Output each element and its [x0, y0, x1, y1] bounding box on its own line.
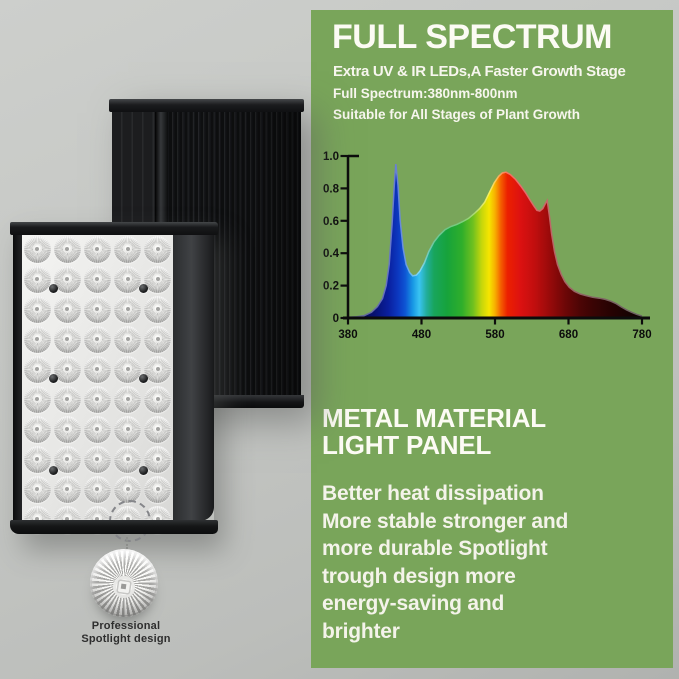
- x-tick-label: 380: [338, 329, 357, 341]
- led-reflector: [53, 475, 81, 503]
- spectrum-area: [348, 164, 642, 318]
- panel-left-rail: [13, 234, 22, 521]
- led-reflector: [53, 445, 81, 473]
- y-tick-label: 0.4: [323, 248, 340, 260]
- led-reflector: [114, 445, 142, 473]
- spotlight-cup: [90, 549, 158, 617]
- led-reflector: [114, 355, 142, 383]
- led-reflector: [114, 295, 142, 323]
- led-reflector: [83, 415, 111, 443]
- spectrum-curve: [347, 164, 643, 318]
- screw: [138, 373, 148, 383]
- led-reflector: [114, 265, 142, 293]
- led-reflector: [23, 415, 51, 443]
- section-title: METAL MATERIAL LIGHT PANEL: [322, 403, 546, 460]
- screw: [48, 283, 58, 293]
- spotlight-caption-line2: Spotlight design: [81, 633, 171, 645]
- x-tick-label: 480: [412, 329, 431, 341]
- panel-face: [22, 234, 173, 542]
- led-reflector: [53, 325, 81, 353]
- led-reflector: [23, 355, 51, 383]
- x-tick-label: 680: [559, 329, 578, 341]
- screw: [48, 373, 58, 383]
- stages-text: Suitable for All Stages of Plant Growth: [333, 107, 581, 122]
- spectrum-chart: 0 0.2 0.4 0.6 0.8 1.0 380 480 580 680 780: [313, 148, 663, 346]
- spotlight-caption-line1: Professional: [91, 620, 161, 632]
- led-reflector: [114, 475, 142, 503]
- panel-right-side: [173, 234, 214, 521]
- led-reflector: [144, 265, 172, 293]
- led-reflector: [23, 265, 51, 293]
- led-reflector: [83, 475, 111, 503]
- led-reflector: [53, 355, 81, 383]
- led-reflector: [53, 295, 81, 323]
- led-reflector: [23, 445, 51, 473]
- y-tick-label: 0.6: [323, 216, 339, 228]
- spotlight-caption: Professional Spotlight design: [61, 620, 191, 646]
- screw: [48, 465, 58, 475]
- y-tick-label: 0.8: [323, 183, 340, 195]
- led-reflector: [144, 475, 172, 503]
- screw: [138, 283, 148, 293]
- led-grid: [22, 234, 173, 534]
- led-reflector: [144, 385, 172, 413]
- subtitle: Extra UV & IR LEDs,A Faster Growth Stage: [333, 63, 626, 80]
- led-reflector: [144, 445, 172, 473]
- led-reflector: [144, 295, 172, 323]
- led-reflector: [114, 415, 142, 443]
- y-tick-label: 1.0: [323, 151, 339, 163]
- led-reflector: [23, 235, 51, 263]
- led-chip: [116, 579, 132, 595]
- led-reflector: [83, 265, 111, 293]
- x-tick-label: 580: [485, 329, 504, 341]
- led-reflector: [114, 325, 142, 353]
- led-reflector: [114, 385, 142, 413]
- led-reflector: [144, 235, 172, 263]
- heatsink-top-cap: [109, 99, 304, 112]
- led-reflector: [144, 325, 172, 353]
- led-reflector: [23, 295, 51, 323]
- led-reflector: [83, 235, 111, 263]
- led-reflector: [144, 415, 172, 443]
- led-reflector: [83, 385, 111, 413]
- led-reflector: [23, 385, 51, 413]
- section-body: Better heat dissipation More stable stro…: [322, 482, 569, 643]
- spectrum-chart-svg: 0 0.2 0.4 0.6 0.8 1.0 380 480 580 680 780: [323, 151, 652, 341]
- y-tick-label: 0.2: [323, 281, 339, 293]
- led-reflector: [53, 385, 81, 413]
- screw: [138, 465, 148, 475]
- led-reflector: [53, 235, 81, 263]
- led-reflector: [23, 475, 51, 503]
- led-reflector: [53, 415, 81, 443]
- led-reflector: [144, 355, 172, 383]
- page-title: FULL SPECTRUM: [332, 18, 612, 56]
- x-tick-label: 780: [632, 329, 651, 341]
- led-light-panel: [10, 222, 218, 542]
- led-reflector: [83, 355, 111, 383]
- led-reflector: [83, 445, 111, 473]
- spectrum-range-text: Full Spectrum:380nm-800nm: [333, 86, 518, 101]
- led-reflector: [83, 295, 111, 323]
- info-panel: FULL SPECTRUM Extra UV & IR LEDs,A Faste…: [311, 10, 673, 668]
- led-reflector: [114, 235, 142, 263]
- led-reflector: [53, 265, 81, 293]
- panel-bottom-cap: [10, 520, 218, 534]
- led-reflector: [23, 325, 51, 353]
- callout-line: [126, 537, 128, 549]
- led-reflector: [83, 325, 111, 353]
- panel-top-cap: [10, 222, 218, 235]
- y-tick-label: 0: [333, 313, 339, 325]
